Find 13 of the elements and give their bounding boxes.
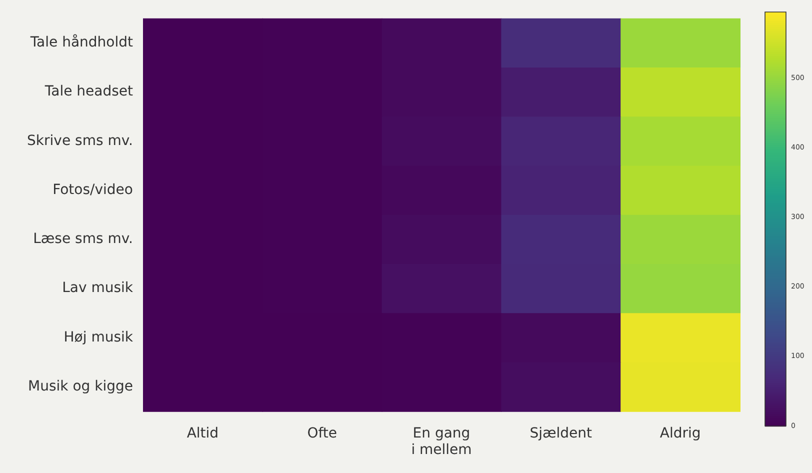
y-tick-label: Skrive sms mv.	[27, 132, 133, 149]
y-tick-label: Tale headset	[44, 84, 134, 100]
x-tick-label: Ofte	[307, 425, 338, 442]
y-tick-label: Musik og kigge	[28, 378, 133, 394]
y-tick-label: Læse sms mv.	[33, 231, 133, 248]
x-tick-label: Aldrig	[660, 425, 701, 442]
y-tick-label: Fotos/video	[52, 182, 133, 198]
x-tick-label: Sjældent	[530, 425, 593, 442]
y-tick-label: Høj musik	[64, 329, 134, 346]
y-tick-label: Lav musik	[62, 280, 134, 296]
y-tick-label: Tale håndholdt	[29, 34, 134, 51]
x-tick-label: En gang i mellem	[411, 425, 472, 458]
x-tick-label: Altid	[186, 425, 219, 442]
